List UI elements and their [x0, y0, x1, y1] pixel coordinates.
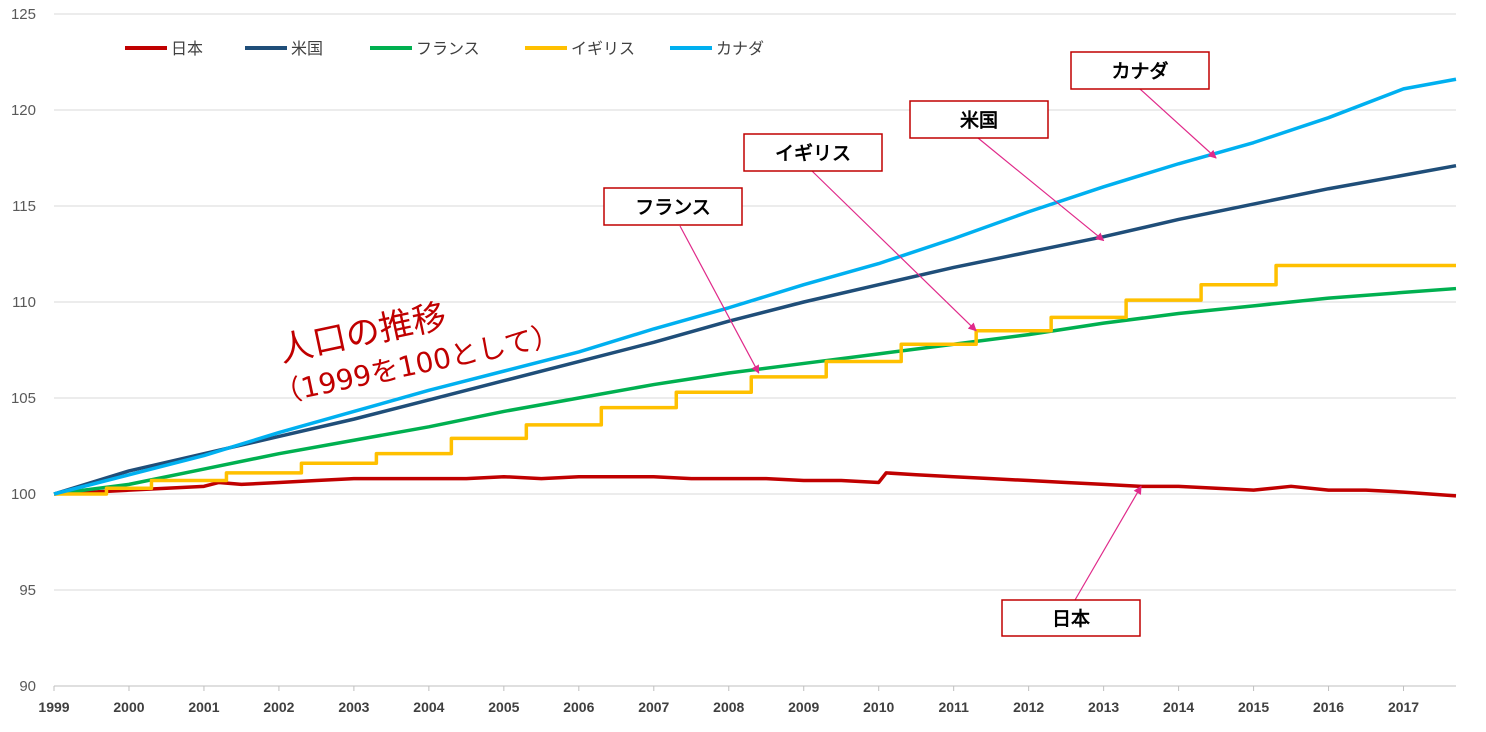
y-tick-label: 105 — [11, 390, 36, 407]
callout-arrow-1 — [977, 137, 1105, 242]
callout-arrow-4 — [1139, 88, 1217, 159]
callout-arrow-3 — [811, 170, 977, 332]
callout-label-2: フランス — [635, 197, 711, 219]
y-tick-label: 125 — [11, 6, 36, 23]
callout-box-3 — [743, 133, 883, 172]
series-line-1 — [53, 163, 1457, 496]
x-tick-label: 2009 — [788, 699, 819, 715]
x-tick-label: 2008 — [713, 699, 744, 715]
x-tick-label: 2007 — [638, 699, 669, 715]
x-tick-label: 2004 — [413, 699, 444, 715]
y-tick-label: 90 — [19, 678, 36, 695]
y-tick-label: 120 — [11, 102, 36, 119]
legend-label-1: 米国 — [291, 39, 323, 58]
x-tick-label: 2001 — [188, 699, 219, 715]
callout-box-4 — [1070, 51, 1210, 90]
x-tick-label: 2011 — [938, 699, 969, 715]
callout-label-3: イギリス — [775, 143, 851, 165]
x-tick-label: 2012 — [1013, 699, 1044, 715]
y-tick-label: 115 — [12, 198, 36, 215]
x-tick-label: 2016 — [1313, 699, 1344, 715]
x-tick-label: 2005 — [488, 699, 519, 715]
callout-label-0: 日本 — [1052, 607, 1090, 630]
callout-box-1 — [909, 100, 1049, 139]
x-tick-label: 2017 — [1388, 699, 1419, 715]
callout-label-4: カナダ — [1111, 60, 1168, 83]
legend-label-2: フランス — [416, 39, 480, 58]
legend-label-0: 日本 — [171, 39, 203, 58]
gridlines — [54, 13, 1456, 591]
series-line-2 — [53, 286, 1457, 496]
axes: 90 95 100 105 110 115 120 125 1999 2000 2001 2002 20… — [11, 6, 1456, 715]
x-tick-label: 2010 — [863, 699, 894, 715]
series-line-4 — [53, 77, 1457, 496]
x-tick-label: 2015 — [1238, 699, 1269, 715]
x-tick-label: 2013 — [1088, 699, 1119, 715]
callout-box-2 — [603, 187, 743, 226]
y-tick-label: 95 — [19, 582, 36, 599]
x-tick-label: 2000 — [113, 699, 144, 715]
x-tick-label: 2002 — [263, 699, 294, 715]
series-line-0 — [53, 471, 1457, 498]
series-line-3 — [54, 263, 1456, 496]
y-tick-label: 110 — [12, 294, 36, 311]
y-tick-label: 100 — [11, 486, 36, 503]
callout-label-1: 米国 — [960, 109, 998, 132]
callout-box-0 — [1001, 599, 1141, 637]
x-tick-label: 1999 — [38, 699, 69, 715]
callout-arrow-0 — [1074, 485, 1142, 601]
legend: 日本 米国 フランス イギリス カナダ — [125, 39, 764, 58]
x-tick-label: 2006 — [563, 699, 594, 715]
x-tick-label: 2003 — [338, 699, 369, 715]
callout-arrow-2 — [679, 225, 760, 374]
legend-label-3: イギリス — [571, 39, 635, 58]
series-lines — [53, 77, 1457, 498]
x-tick-label: 2014 — [1163, 699, 1194, 715]
legend-label-4: カナダ — [716, 39, 764, 58]
